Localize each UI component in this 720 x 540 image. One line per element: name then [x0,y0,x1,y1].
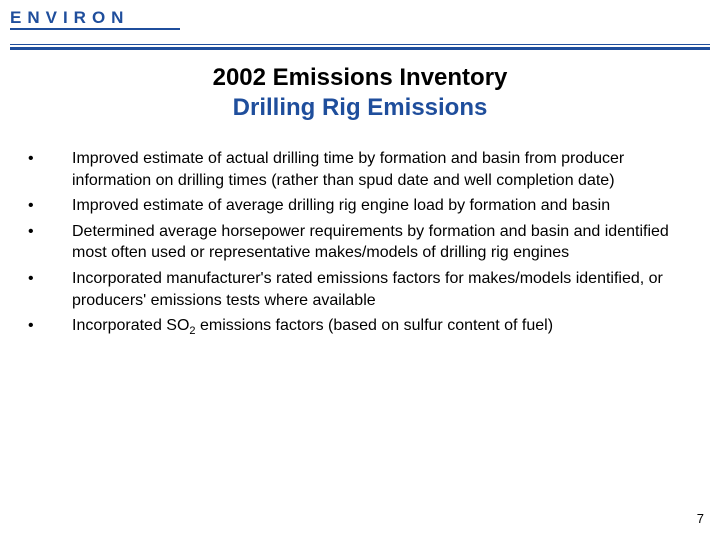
bullet-text: Improved estimate of actual drilling tim… [72,148,680,191]
bullet-item: • Improved estimate of average drilling … [24,195,680,217]
bullet-item: • Improved estimate of actual drilling t… [24,148,680,191]
bullet-text: Incorporated manufacturer's rated emissi… [72,268,680,311]
bullet-marker-icon: • [24,268,72,290]
page-number: 7 [697,511,704,526]
bullet-list: • Improved estimate of actual drilling t… [24,148,680,339]
bullet-text: Improved estimate of average drilling ri… [72,195,680,217]
title-line-1: 2002 Emissions Inventory [0,64,720,92]
bullet-item: • Incorporated manufacturer's rated emis… [24,268,680,311]
bullet-marker-icon: • [24,195,72,217]
bullet-text: Incorporated SO2 emissions factors (base… [72,315,680,339]
bullet-marker-icon: • [24,221,72,243]
header-region: ENVIRON [0,0,720,34]
title-block: 2002 Emissions Inventory Drilling Rig Em… [0,64,720,122]
divider-thick [10,47,710,50]
divider-thin [10,44,710,45]
bullet-item: • Determined average horsepower requirem… [24,221,680,264]
bullet-marker-icon: • [24,315,72,337]
logo-underline [10,28,180,30]
bullet-text: Determined average horsepower requiremen… [72,221,680,264]
logo: ENVIRON [10,8,710,30]
title-line-2: Drilling Rig Emissions [0,94,720,122]
bullet-item: • Incorporated SO2 emissions factors (ba… [24,315,680,339]
bullet-marker-icon: • [24,148,72,170]
